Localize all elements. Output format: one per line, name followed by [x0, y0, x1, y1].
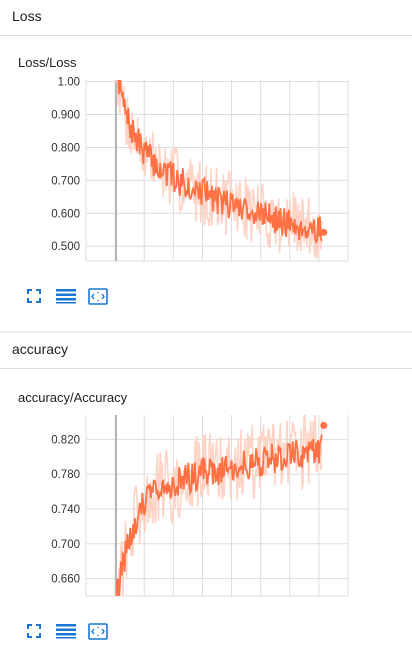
section-header-loss[interactable]: Loss [0, 0, 412, 36]
y-tick-label: 0.660 [51, 574, 80, 586]
section-header-accuracy[interactable]: accuracy [0, 333, 412, 369]
series-group [115, 415, 323, 596]
y-tick-label: 0.600 [51, 208, 80, 220]
y-tick-label: 0.780 [51, 469, 80, 481]
series-line-raw [117, 415, 323, 596]
y-tick-label: 0.900 [51, 110, 80, 122]
last-value-marker [320, 421, 328, 429]
y-tick-label: 0.820 [51, 434, 80, 446]
series-line-smoothed [115, 434, 323, 596]
section-divider [0, 331, 412, 333]
chart-title: accuracy/Accuracy [18, 390, 128, 405]
y-tick-label: 0.700 [51, 175, 80, 187]
accuracy-chart[interactable]: 0.820 0.780 0.740 0.700 0.660 [0, 390, 412, 610]
y-tick-label: 0.800 [51, 142, 80, 154]
y-tick-label: 0.700 [51, 539, 80, 551]
toggle-log-scale-icon[interactable] [56, 288, 76, 306]
last-value-marker [320, 228, 328, 236]
chart-title: Loss/Loss [18, 55, 77, 70]
fit-domain-icon[interactable] [88, 623, 108, 641]
y-tick-label: 0.500 [51, 241, 80, 253]
series-line-smoothed [117, 80, 323, 245]
loss-chart[interactable]: 1.00 0.900 0.800 0.700 0.600 0.500 [0, 55, 412, 275]
fit-to-screen-icon[interactable] [26, 288, 46, 306]
section-title: Loss [12, 8, 42, 24]
fit-to-screen-icon[interactable] [26, 623, 46, 641]
series-group [115, 80, 323, 260]
fit-domain-icon[interactable] [88, 288, 108, 306]
y-tick-label: 1.00 [58, 77, 80, 89]
toggle-log-scale-icon[interactable] [56, 623, 76, 641]
y-tick-label: 0.740 [51, 504, 80, 516]
section-title: accuracy [12, 341, 69, 357]
